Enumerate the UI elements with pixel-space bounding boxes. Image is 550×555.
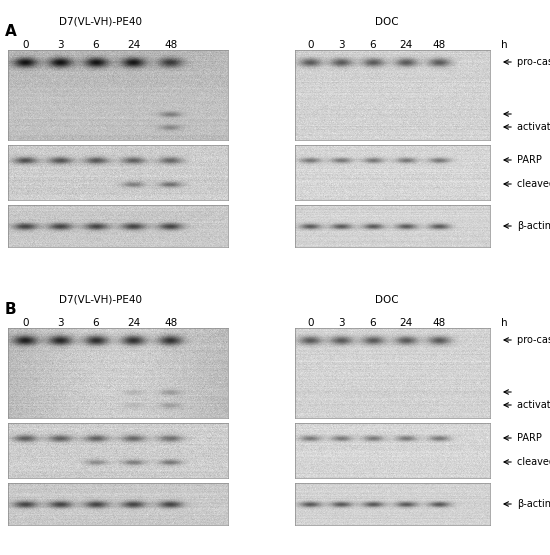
Text: 3: 3 <box>58 40 64 50</box>
Text: pro-caspase 3: pro-caspase 3 <box>517 335 550 345</box>
Text: 24: 24 <box>126 318 140 328</box>
Text: 48: 48 <box>164 40 178 50</box>
Text: 48: 48 <box>433 40 446 50</box>
Text: 0: 0 <box>23 318 29 328</box>
Text: 6: 6 <box>93 40 100 50</box>
Text: DOC: DOC <box>375 17 398 27</box>
Text: activated caspase 3: activated caspase 3 <box>517 400 550 410</box>
Text: β-actin: β-actin <box>517 221 550 231</box>
Text: pro-caspase 3: pro-caspase 3 <box>517 57 550 67</box>
Text: 0: 0 <box>23 40 29 50</box>
Text: 0: 0 <box>307 40 314 50</box>
Text: activated caspase 3: activated caspase 3 <box>517 122 550 132</box>
Text: PARP: PARP <box>517 155 542 165</box>
Text: D7(VL-VH)-PE40: D7(VL-VH)-PE40 <box>59 17 142 27</box>
Text: 6: 6 <box>370 318 376 328</box>
Text: D7(VL-VH)-PE40: D7(VL-VH)-PE40 <box>59 295 142 305</box>
Text: 24: 24 <box>399 318 412 328</box>
Text: h: h <box>500 40 507 50</box>
Text: 48: 48 <box>164 318 178 328</box>
Text: A: A <box>5 24 16 39</box>
Text: cleaved PARP: cleaved PARP <box>517 179 550 189</box>
Text: DOC: DOC <box>375 295 398 305</box>
Text: 24: 24 <box>126 40 140 50</box>
Text: 0: 0 <box>307 318 314 328</box>
Text: PARP: PARP <box>517 433 542 443</box>
Text: 6: 6 <box>93 318 100 328</box>
Text: 6: 6 <box>370 40 376 50</box>
Text: 24: 24 <box>399 40 412 50</box>
Text: β-actin: β-actin <box>517 499 550 509</box>
Text: 3: 3 <box>58 318 64 328</box>
Text: 3: 3 <box>338 318 345 328</box>
Text: 48: 48 <box>433 318 446 328</box>
Text: B: B <box>5 302 16 317</box>
Text: h: h <box>500 318 507 328</box>
Text: cleaved PARP: cleaved PARP <box>517 457 550 467</box>
Text: 3: 3 <box>338 40 345 50</box>
